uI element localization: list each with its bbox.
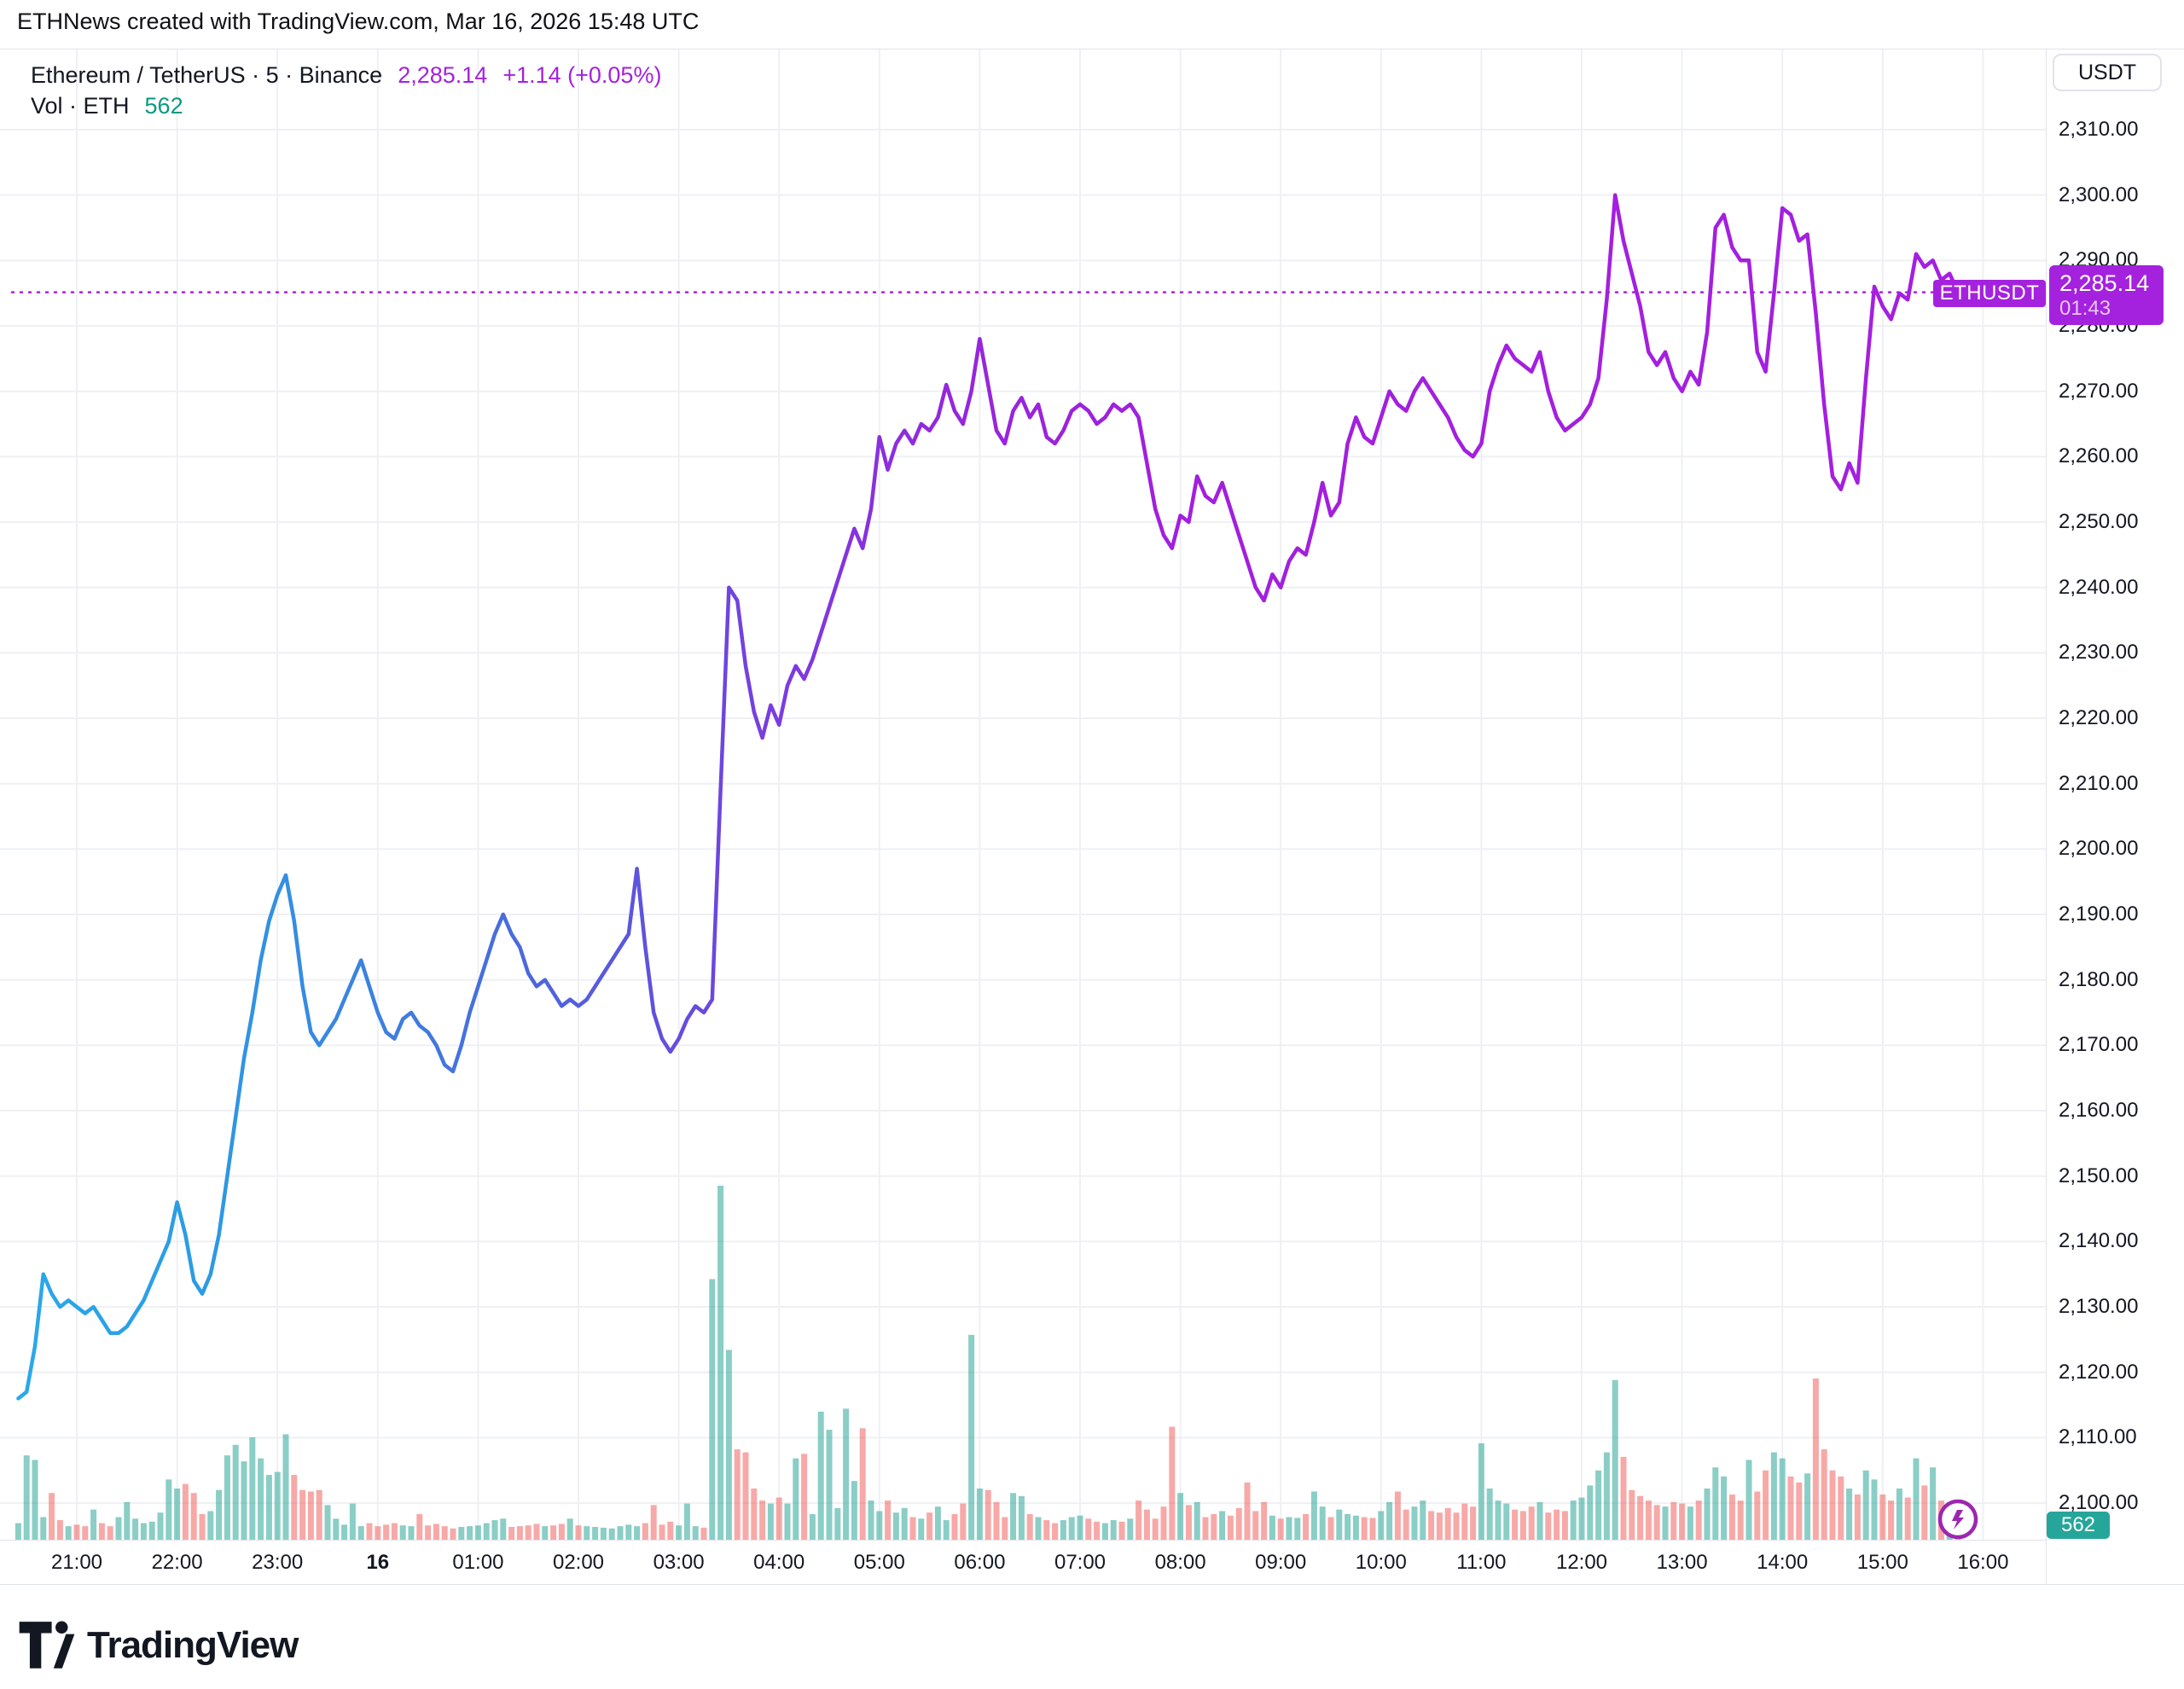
price-tick-label: 2,250.00 xyxy=(2059,510,2139,534)
time-tick-label: 03:00 xyxy=(653,1551,705,1574)
price-tick-label: 2,270.00 xyxy=(2059,379,2139,403)
price-tick-label: 2,220.00 xyxy=(2059,706,2139,730)
time-tick-label: 05:00 xyxy=(853,1551,905,1574)
time-tick-label: 13:00 xyxy=(1656,1551,1708,1574)
tradingview-logo[interactable]: TradingView xyxy=(19,1621,299,1670)
tradingview-logo-text: TradingView xyxy=(87,1624,299,1666)
volume-indicator-label[interactable]: Vol · ETH xyxy=(31,93,130,119)
price-tick-label: 2,120.00 xyxy=(2059,1360,2139,1384)
watermark-attribution-title: ETHNews created with TradingView.com, Ma… xyxy=(17,9,700,34)
price-tick-label: 2,180.00 xyxy=(2059,967,2139,991)
price-tick-label: 2,190.00 xyxy=(2059,903,2139,926)
time-tick-label: 09:00 xyxy=(1255,1551,1307,1574)
price-tick-label: 2,210.00 xyxy=(2059,771,2139,795)
price-tick-label: 2,100.00 xyxy=(2059,1491,2139,1515)
time-tick-label: 02:00 xyxy=(552,1551,605,1574)
time-tick-label: 16:00 xyxy=(1957,1551,2009,1574)
time-tick-label: 14:00 xyxy=(1757,1551,1809,1574)
legend-last-price: 2,285.14 xyxy=(398,62,488,88)
price-tick-label: 2,230.00 xyxy=(2059,641,2139,665)
volume-bars xyxy=(15,1185,1961,1540)
volume-indicator-value: 562 xyxy=(144,93,183,119)
time-tick-label: 04:00 xyxy=(753,1551,805,1574)
realtime-lightning-icon xyxy=(1937,1499,1978,1540)
time-tick-label: 10:00 xyxy=(1355,1551,1407,1574)
time-tick-label: 08:00 xyxy=(1154,1551,1206,1574)
price-tick-label: 2,110.00 xyxy=(2059,1425,2137,1449)
time-tick-label: 21:00 xyxy=(50,1551,103,1574)
price-tick-label: 2,310.00 xyxy=(2059,118,2139,141)
time-tick-label: 16 xyxy=(366,1551,390,1574)
price-tick-label: 2,130.00 xyxy=(2059,1295,2139,1319)
time-tick-label: 12:00 xyxy=(1555,1551,1608,1574)
legend: Ethereum / TetherUS · 5 · Binance 2,285.… xyxy=(31,60,661,121)
symbol-price-flag: ETHUSDT xyxy=(1933,280,2046,307)
price-tick-label: 2,200.00 xyxy=(2059,837,2139,861)
symbol-title[interactable]: Ethereum / TetherUS · 5 · Binance xyxy=(31,62,383,88)
chart-bottom-border xyxy=(0,1584,2184,1585)
price-tick-label: 2,170.00 xyxy=(2059,1033,2139,1057)
price-tick-label: 2,150.00 xyxy=(2059,1164,2139,1187)
price-tick-label: 2,300.00 xyxy=(2059,183,2139,206)
legend-change: +1.14 (+0.05%) xyxy=(502,62,662,88)
price-tick-label: 2,160.00 xyxy=(2059,1099,2139,1123)
last-price-value: 2,285.14 xyxy=(2059,270,2150,296)
tradingview-logo-icon xyxy=(19,1621,75,1669)
time-tick-label: 01:00 xyxy=(452,1551,504,1574)
time-tick-label: 15:00 xyxy=(1856,1551,1908,1574)
price-line xyxy=(16,193,1960,1401)
bar-countdown: 01:43 xyxy=(2059,297,2111,320)
time-tick-label: 07:00 xyxy=(1054,1551,1107,1574)
currency-toggle-button[interactable]: USDT xyxy=(2053,54,2162,91)
price-tick-label: 2,260.00 xyxy=(2059,444,2139,468)
price-axis-border xyxy=(2046,49,2047,1584)
volume-axis-label: 562 xyxy=(2047,1512,2110,1539)
time-tick-label: 06:00 xyxy=(954,1551,1006,1574)
time-tick-label: 23:00 xyxy=(252,1551,304,1574)
price-tick-label: 2,240.00 xyxy=(2059,575,2139,599)
time-tick-label: 22:00 xyxy=(151,1551,203,1574)
price-tick-label: 2,140.00 xyxy=(2059,1229,2139,1253)
last-price-axis-label: 2,285.14 01:43 xyxy=(2049,265,2164,325)
time-axis-border xyxy=(0,1540,2046,1541)
time-tick-label: 11:00 xyxy=(1456,1551,1507,1574)
grid xyxy=(0,49,2046,1540)
